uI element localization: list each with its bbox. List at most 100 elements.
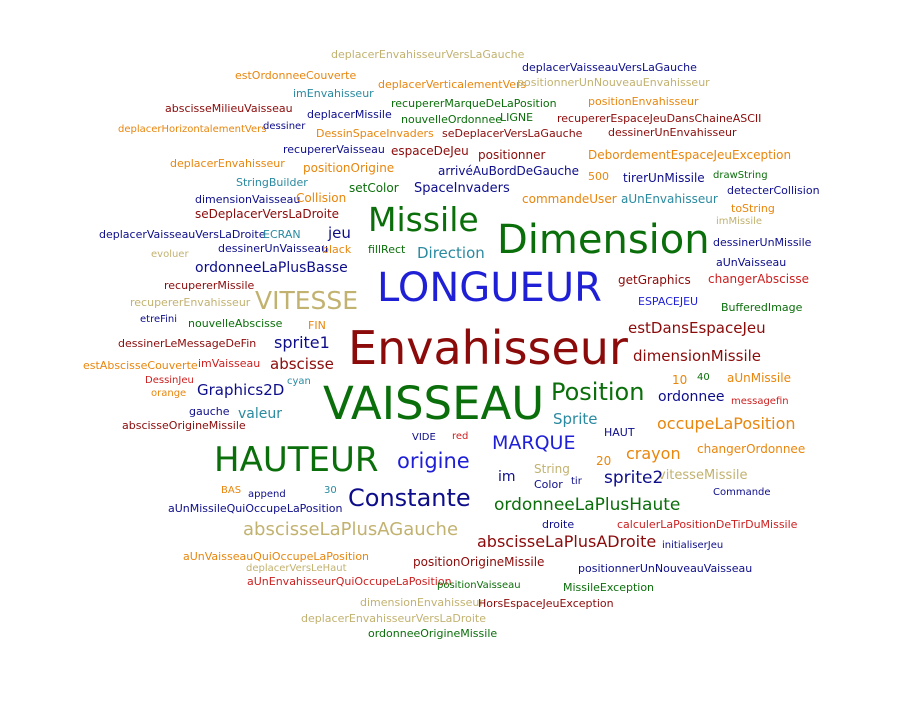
cloud-word: orange <box>151 388 187 399</box>
cloud-word: imVaisseau <box>198 357 261 370</box>
cloud-word: setColor <box>349 181 399 195</box>
cloud-word: deplacerEnvahisseurVersLaGauche <box>331 48 525 61</box>
cloud-word: aUnEnvahisseur <box>621 192 718 206</box>
cloud-word: aUnMissileQuiOccupeLaPosition <box>168 502 343 515</box>
cloud-word: imMissile <box>716 216 763 227</box>
cloud-word: occupeLaPosition <box>657 414 796 433</box>
cloud-word: tir <box>571 476 582 487</box>
cloud-word: valeur <box>238 406 282 422</box>
cloud-word: dimensionMissile <box>633 347 762 365</box>
cloud-word: red <box>452 431 469 442</box>
cloud-word: String <box>534 462 570 476</box>
cloud-word: positionOrigineMissile <box>413 555 545 569</box>
cloud-word: droite <box>542 518 575 531</box>
cloud-word: initialiserJeu <box>662 540 724 551</box>
cloud-word: aUnEnvahisseurQuiOccupeLaPosition <box>247 575 452 588</box>
cloud-word: HAUT <box>604 426 635 439</box>
cloud-word: Position <box>551 378 645 406</box>
cloud-word: positionnerUnNouveauVaisseau <box>578 562 753 575</box>
cloud-word: crayon <box>626 444 681 463</box>
cloud-word: changerAbscisse <box>708 272 809 286</box>
cloud-word: MissileException <box>563 581 655 594</box>
cloud-word: Envahisseur <box>348 321 628 375</box>
cloud-word: HorsEspaceJeuException <box>478 597 614 610</box>
cloud-word: estDansEspaceJeu <box>628 319 766 337</box>
cloud-word: positionner <box>478 148 546 162</box>
cloud-word: ordonneeOrigineMissile <box>368 627 498 640</box>
cloud-word: seDeplacerVersLaDroite <box>195 207 340 221</box>
cloud-word: imEnvahisseur <box>293 87 374 100</box>
cloud-word: deplacerVerticalementVers <box>378 78 527 91</box>
cloud-word: black <box>322 243 352 256</box>
cloud-word: dessinerUnMissile <box>713 236 812 249</box>
cloud-word: vitesseMissile <box>658 468 748 483</box>
cloud-word: getGraphics <box>618 273 691 287</box>
cloud-word: commandeUser <box>522 192 617 206</box>
cloud-word: ECRAN <box>263 228 301 241</box>
cloud-word: nouvelleOrdonnee <box>401 113 503 126</box>
cloud-word: deplacerHorizontalementVers <box>118 124 267 135</box>
cloud-word: dimensionVaisseau <box>195 193 301 206</box>
cloud-word: LONGUEUR <box>377 265 602 311</box>
cloud-word: recupererMissile <box>164 279 255 292</box>
cloud-word: positionVaisseau <box>437 580 521 591</box>
cloud-word: abscisseMilieuVaisseau <box>165 102 293 115</box>
cloud-word: HAUTEUR <box>214 440 379 480</box>
cloud-word: LIGNE <box>500 111 534 124</box>
cloud-word: DessinSpaceInvaders <box>316 127 434 140</box>
cloud-word: Missile <box>368 200 479 239</box>
cloud-word: Dimension <box>497 217 710 263</box>
cloud-word: arrivéAuBordDeGauche <box>438 164 580 178</box>
cloud-word: detecterCollision <box>727 184 820 197</box>
cloud-word: tirerUnMissile <box>623 171 705 185</box>
cloud-word: Direction <box>417 244 485 262</box>
cloud-word: aUnVaisseau <box>716 256 787 269</box>
cloud-word: ordonneeLaPlusHaute <box>494 495 681 515</box>
cloud-word: dessinerUnEnvahisseur <box>608 126 737 139</box>
cloud-word: etreFini <box>140 314 178 325</box>
cloud-word: espaceDeJeu <box>391 144 469 158</box>
cloud-word: BAS <box>221 485 242 496</box>
cloud-word: Sprite <box>553 410 598 428</box>
cloud-word: recupererEnvahisseur <box>130 296 251 309</box>
cloud-word: ordonnee <box>658 389 725 405</box>
cloud-word: jeu <box>328 224 351 242</box>
cloud-word: calculerLaPositionDeTirDuMissile <box>617 518 798 531</box>
cloud-word: messagefin <box>731 396 789 407</box>
cloud-word: VAISSEAU <box>323 377 545 430</box>
cloud-word: changerOrdonnee <box>697 442 806 456</box>
cloud-word: positionnerUnNouveauEnvahisseur <box>517 76 710 89</box>
cloud-word: abscisseLaPlusADroite <box>477 532 657 551</box>
cloud-word: ESPACEJEU <box>638 295 699 308</box>
cloud-word: ordonneeLaPlusBasse <box>195 260 348 276</box>
cloud-word: Commande <box>713 487 771 498</box>
cloud-word: BufferedImage <box>721 301 803 314</box>
cloud-word: abscisseOrigineMissile <box>122 419 246 432</box>
cloud-word: deplacerMissile <box>307 108 392 121</box>
cloud-word: append <box>248 489 286 500</box>
cloud-word: positionEnvahisseur <box>588 95 699 108</box>
cloud-word: Graphics2D <box>197 381 285 399</box>
cloud-word: VIDE <box>412 432 436 443</box>
cloud-word: 10 <box>672 373 688 387</box>
cloud-word: FIN <box>308 319 326 332</box>
cloud-word: dimensionEnvahisseur <box>360 596 484 609</box>
cloud-word: VITESSE <box>255 286 359 315</box>
cloud-word: StringBuilder <box>236 176 308 189</box>
cloud-word: abscisseLaPlusAGauche <box>243 519 459 540</box>
cloud-word: drawString <box>713 170 768 181</box>
cloud-word: recupererMarqueDeLaPosition <box>391 97 557 110</box>
cloud-word: 30 <box>324 485 337 496</box>
cloud-word: 20 <box>596 454 612 468</box>
cloud-word: nouvelleAbscisse <box>188 317 283 330</box>
cloud-word: seDeplacerVersLaGauche <box>442 127 583 140</box>
cloud-word: deplacerEnvahisseur <box>170 157 285 170</box>
cloud-word: deplacerVaisseauVersLaGauche <box>522 61 697 74</box>
cloud-word: SpaceInvaders <box>414 181 510 196</box>
cloud-word: Collision <box>296 191 347 205</box>
cloud-word: abscisse <box>270 355 334 373</box>
cloud-word: im <box>498 469 516 485</box>
cloud-word: 500 <box>588 170 609 183</box>
cloud-word: toString <box>731 202 775 215</box>
